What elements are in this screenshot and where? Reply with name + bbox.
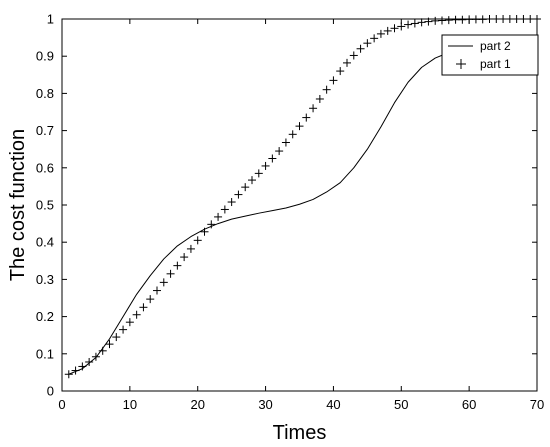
data-point-part-1 xyxy=(397,22,406,31)
series-layer xyxy=(64,15,541,379)
data-point-part-1 xyxy=(112,333,121,342)
data-point-part-1 xyxy=(295,122,304,131)
x-axis-ticks: 0 10 20 30 40 50 60 70 xyxy=(58,19,544,412)
y-tick-label: 0.4 xyxy=(36,235,54,250)
x-tick-label: 50 xyxy=(394,397,408,412)
y-tick-label: 0.7 xyxy=(36,123,54,138)
x-tick-label: 70 xyxy=(530,397,544,412)
data-point-part-1 xyxy=(193,236,202,245)
data-point-part-1 xyxy=(261,161,270,170)
y-tick-label: 0.8 xyxy=(36,86,54,101)
data-point-part-1 xyxy=(451,15,460,24)
data-point-part-1 xyxy=(315,94,324,103)
data-point-part-1 xyxy=(322,85,331,94)
x-tick-label: 40 xyxy=(326,397,340,412)
data-point-part-1 xyxy=(275,147,284,156)
data-point-part-1 xyxy=(329,76,338,85)
data-point-part-1 xyxy=(166,269,175,278)
data-point-part-1 xyxy=(180,253,189,262)
x-tick-label: 30 xyxy=(258,397,272,412)
y-tick-label: 0.5 xyxy=(36,198,54,213)
y-axis-title: The cost function xyxy=(7,129,29,281)
legend: part 2 part 1 xyxy=(441,34,539,76)
data-point-part-1 xyxy=(91,352,100,361)
y-axis-ticks: 0 0.1 0.2 0.3 0.4 0.5 0.6 0.7 0.8 0.9 1 xyxy=(36,12,537,399)
data-point-part-1 xyxy=(431,16,440,25)
data-point-part-1 xyxy=(248,176,256,185)
data-point-part-1 xyxy=(349,51,358,60)
data-point-part-1 xyxy=(281,138,290,147)
data-point-part-1 xyxy=(458,15,467,24)
data-point-part-1 xyxy=(125,318,134,327)
y-tick-label: 1 xyxy=(47,12,54,27)
data-point-part-1 xyxy=(146,295,155,304)
data-point-part-1 xyxy=(234,190,243,199)
x-axis-title: Times xyxy=(273,422,327,444)
data-point-part-1 xyxy=(288,130,297,139)
data-point-part-1 xyxy=(390,24,399,33)
data-point-part-1 xyxy=(268,154,277,163)
data-point-part-1 xyxy=(370,34,379,43)
data-point-part-1 xyxy=(105,340,114,349)
legend-label-part-1: part 1 xyxy=(480,57,511,71)
x-tick-label: 10 xyxy=(123,397,137,412)
data-point-part-1 xyxy=(78,362,87,371)
data-point-part-1 xyxy=(241,183,250,192)
data-point-part-1 xyxy=(153,286,161,295)
data-point-part-1 xyxy=(132,310,141,319)
legend-label-part-2: part 2 xyxy=(480,39,511,53)
data-point-part-1 xyxy=(98,346,107,355)
legend-swatch-part-1 xyxy=(456,59,466,69)
data-point-part-1 xyxy=(336,67,345,76)
y-tick-label: 0.2 xyxy=(36,309,54,324)
data-point-part-1 xyxy=(139,303,148,312)
data-point-part-1 xyxy=(438,16,446,25)
x-tick-label: 0 xyxy=(58,397,65,412)
data-point-part-1 xyxy=(186,244,195,253)
data-point-part-1 xyxy=(71,366,80,375)
data-point-part-1 xyxy=(383,26,392,35)
data-point-part-1 xyxy=(417,18,426,27)
y-tick-label: 0.3 xyxy=(36,272,54,287)
data-point-part-1 xyxy=(410,19,419,28)
data-point-part-1 xyxy=(159,278,168,287)
data-point-part-1 xyxy=(302,113,311,122)
data-point-part-1 xyxy=(356,44,365,53)
y-tick-label: 0.6 xyxy=(36,160,54,175)
data-point-part-1 xyxy=(404,20,413,29)
data-point-part-1 xyxy=(220,205,229,214)
data-point-part-1 xyxy=(200,227,209,236)
y-tick-label: 0.1 xyxy=(36,346,54,361)
data-point-part-1 xyxy=(444,16,453,25)
data-point-part-1 xyxy=(85,357,94,366)
data-point-part-1 xyxy=(207,220,216,229)
x-tick-label: 20 xyxy=(190,397,204,412)
data-point-part-1 xyxy=(227,198,236,207)
legend-box xyxy=(441,34,539,76)
x-tick-label: 60 xyxy=(462,397,476,412)
data-point-part-1 xyxy=(214,212,223,221)
data-point-part-1 xyxy=(64,370,73,379)
data-point-part-1 xyxy=(119,325,128,334)
data-point-part-1 xyxy=(254,169,263,178)
plot-area-frame xyxy=(61,18,538,392)
data-point-part-1 xyxy=(309,104,318,113)
y-tick-label: 0 xyxy=(47,384,54,399)
y-tick-label: 0.9 xyxy=(36,49,54,64)
data-point-part-1 xyxy=(363,39,372,48)
data-point-part-1 xyxy=(376,29,385,38)
data-point-part-1 xyxy=(343,58,351,67)
data-point-part-1 xyxy=(173,261,182,270)
